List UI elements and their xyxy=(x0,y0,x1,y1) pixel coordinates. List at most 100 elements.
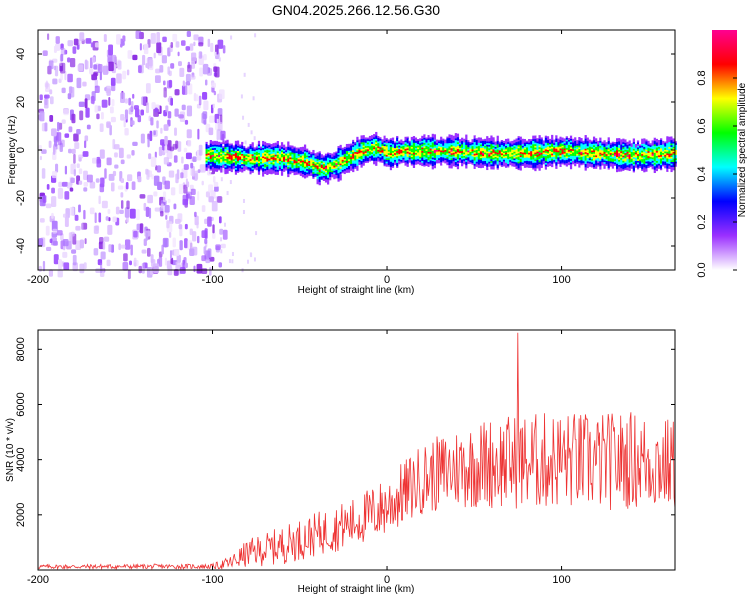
spectrogram-ridge-cell xyxy=(645,159,648,162)
spectrogram-ridge-cell xyxy=(521,145,524,148)
spectrogram-noise-cell xyxy=(220,177,223,182)
spectrogram-ridge-cell xyxy=(262,146,265,149)
spectrogram-ridge-cell xyxy=(546,146,550,149)
spectrogram-ridge-cell xyxy=(337,151,340,154)
spectrogram-ridge-cell xyxy=(655,155,659,158)
spectrogram-ridge-cell xyxy=(387,139,390,142)
spectrogram-ridge-cell xyxy=(226,154,229,157)
spectrogram-ridge-cell xyxy=(664,166,667,169)
spectrogram-ridge-cell xyxy=(538,155,541,158)
spectrogram-ridge-cell xyxy=(599,154,602,157)
spectrogram-ridge-cell xyxy=(630,149,633,152)
spectrogram-ridge-cell xyxy=(588,156,591,159)
spectrogram-ridge-cell xyxy=(251,162,254,165)
spectrogram-ridge-cell xyxy=(266,144,269,147)
spectrogram-ridge-cell xyxy=(607,149,610,152)
spectrogram-ridge-cell xyxy=(389,149,393,152)
spectrogram-ridge-cell xyxy=(582,157,585,160)
spectrogram-ridge-cell xyxy=(228,160,231,163)
spectrogram-noise-cell xyxy=(160,210,164,217)
spectrogram-ridge-cell xyxy=(548,143,552,146)
spectrogram-ridge-cell xyxy=(379,153,382,156)
spectrogram-ridge-cell xyxy=(456,145,460,148)
spectrogram-ridge-cell xyxy=(322,165,326,168)
spectrogram-ridge-cell xyxy=(620,152,623,155)
spectrogram-ridge-cell xyxy=(465,151,468,154)
spectrogram-ridge-cell xyxy=(287,146,290,149)
spectrogram-noise-cell xyxy=(156,42,162,54)
spectrogram-ridge-cell xyxy=(613,155,617,158)
spectrogram-ridge-cell xyxy=(366,157,369,160)
spectrogram-ridge-cell xyxy=(414,159,418,162)
spectrogram-ridge-cell xyxy=(626,163,629,166)
spectrogram-ridge-cell xyxy=(264,170,267,173)
spectrogram-ridge-cell xyxy=(226,159,229,162)
spectrogram-ridge-cell xyxy=(247,166,250,169)
spectrogram-ridge-cell xyxy=(262,154,265,157)
spectrogram-ridge-cell xyxy=(496,145,499,148)
spectrogram-ridge-cell xyxy=(505,138,508,141)
spectrogram-ridge-cell xyxy=(647,167,650,170)
spectrogram-ridge-cell xyxy=(576,160,579,163)
spectrogram-ridge-cell xyxy=(674,144,677,147)
spectrogram-ridge-cell xyxy=(567,137,571,140)
spectrogram-ridge-cell xyxy=(507,162,510,165)
spectrogram-ridge-cell xyxy=(345,165,349,168)
spectrogram-ridge-cell xyxy=(622,165,625,168)
spectrogram-ridge-cell xyxy=(674,159,677,162)
spectrogram-ridge-cell xyxy=(454,136,457,139)
spectrogram-ridge-cell xyxy=(383,159,386,162)
spectrogram-ridge-cell xyxy=(463,150,466,153)
spectrogram-ridge-cell xyxy=(630,146,633,149)
spectrogram-ridge-cell xyxy=(592,156,596,159)
spectrogram-ridge-cell xyxy=(400,139,403,142)
spectrogram-noise-cell xyxy=(119,209,124,215)
spectrogram-ridge-cell xyxy=(490,159,493,162)
spectrogram-ridge-cell xyxy=(272,153,275,156)
spectrogram-ridge-cell xyxy=(450,154,453,157)
spectrogram-ridge-cell xyxy=(507,138,510,141)
spectrogram-ridge-cell xyxy=(586,161,589,164)
spectrogram-noise-cell xyxy=(204,238,208,244)
spectrogram-ridge-cell xyxy=(295,162,298,165)
spectrogram-ridge-cell xyxy=(241,150,244,153)
spectrogram-ridge-cell xyxy=(525,158,529,161)
spectrogram-ridge-cell xyxy=(211,161,215,164)
spectrogram-ridge-cell xyxy=(331,156,334,159)
spectrogram-ridge-cell xyxy=(595,163,598,166)
spectrogram-ridge-cell xyxy=(412,159,416,162)
spectrogram-ridge-cell xyxy=(421,148,424,151)
spectrogram-ridge-cell xyxy=(496,154,499,157)
spectrogram-ridge-cell xyxy=(532,162,535,165)
spectrogram-ridge-cell xyxy=(324,180,328,183)
spectrogram-ridge-cell xyxy=(471,140,474,143)
spectrogram-ridge-cell xyxy=(467,151,470,154)
spectrogram-ridge-cell xyxy=(423,157,426,160)
spectrogram-noise-cell xyxy=(42,260,46,272)
spectrogram-noise-cell xyxy=(71,148,76,154)
spectrogram-ridge-cell xyxy=(515,138,518,141)
spectrogram-ridge-cell xyxy=(228,167,231,170)
spectrogram-ridge-cell xyxy=(341,171,344,174)
spectrogram-ridge-cell xyxy=(394,156,397,159)
spectrogram-ridge-cell xyxy=(452,140,455,143)
spectrogram-ridge-cell xyxy=(329,178,332,181)
spectrogram-ridge-cell xyxy=(463,155,466,158)
spectrogram-ridge-cell xyxy=(639,147,642,150)
spectrogram-ridge-cell xyxy=(276,147,279,150)
spectrogram-ridge-cell xyxy=(523,144,527,147)
spectrogram-noise-cell xyxy=(75,240,81,250)
spectrogram-ridge-cell xyxy=(350,162,353,165)
spectrogram-ridge-cell xyxy=(532,155,535,158)
spectrogram-ridge-cell xyxy=(452,147,455,150)
colorbar-label: Normalized spectral amplitude xyxy=(737,82,748,217)
spectrogram-ridge-cell xyxy=(440,161,443,164)
spectrogram-ridge-cell xyxy=(289,160,292,163)
spectrogram-ridge-cell xyxy=(492,159,495,162)
spectrogram-ridge-cell xyxy=(268,150,271,153)
spectrogram-ridge-cell xyxy=(590,160,594,163)
spectrogram-ridge-cell xyxy=(672,153,675,156)
spectrogram-ridge-cell xyxy=(603,150,606,153)
spectrogram-noise-cell xyxy=(187,139,192,147)
spectrogram-ridge-cell xyxy=(379,147,382,150)
